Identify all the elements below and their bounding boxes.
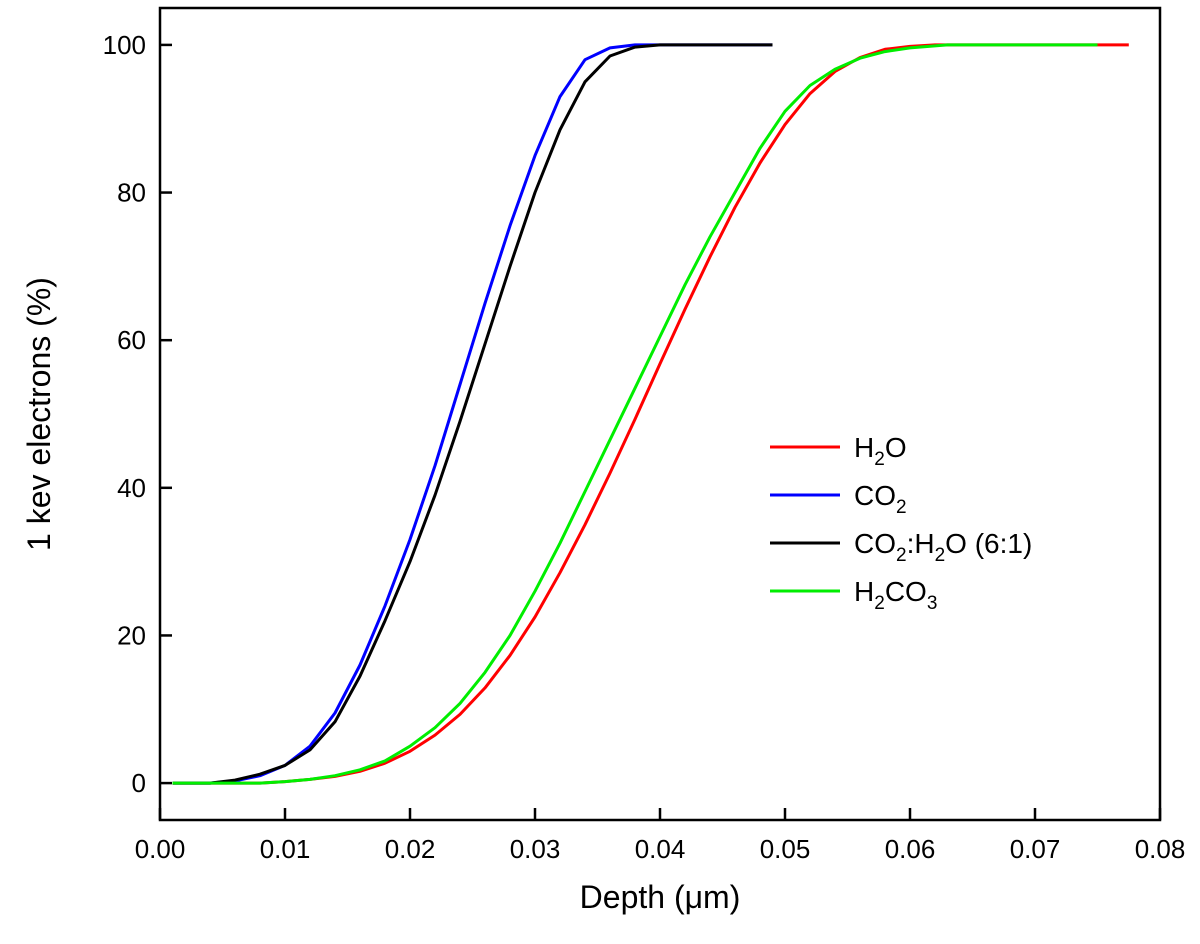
legend: H2O CO2 CO2:H2O (6:1) H2CO3 <box>770 432 1032 614</box>
x-tick-label: 0.05 <box>760 834 811 864</box>
series-line-2 <box>172 43 773 785</box>
y-axis-title: 1 kev electrons (%) <box>21 277 57 551</box>
x-tick-label: 0.08 <box>1135 834 1186 864</box>
plot-frame <box>158 6 1162 822</box>
x-tick-label: 0.06 <box>885 834 936 864</box>
y-tick-label: 60 <box>117 325 146 355</box>
y-tick-label: 0 <box>132 768 146 798</box>
y-tick-label: 80 <box>117 178 146 208</box>
y-axis: 0 20 40 60 80 100 <box>103 30 172 798</box>
legend-label: CO2:H2O (6:1) <box>854 528 1032 566</box>
legend-label: H2CO3 <box>854 576 937 614</box>
x-tick-label: 0.04 <box>635 834 686 864</box>
series-lines <box>172 43 1129 785</box>
legend-label: H2O <box>854 432 907 470</box>
x-axis-title: Depth (μm) <box>580 879 741 915</box>
y-tick-label: 100 <box>103 30 146 60</box>
x-axis: 0.00 0.01 0.02 0.03 0.04 0.05 0.06 0.07 0.08 <box>135 808 1186 864</box>
series-line-1 <box>172 43 773 785</box>
y-tick-label: 20 <box>117 620 146 650</box>
y-tick-label: 40 <box>117 473 146 503</box>
series-line-3 <box>172 43 1098 785</box>
x-tick-label: 0.07 <box>1010 834 1061 864</box>
x-tick-label: 0.02 <box>385 834 436 864</box>
legend-label: CO2 <box>854 480 907 518</box>
x-tick-label: 0.01 <box>260 834 311 864</box>
x-tick-label: 0.03 <box>510 834 561 864</box>
series-line-0 <box>172 43 1129 785</box>
x-tick-label: 0.00 <box>135 834 186 864</box>
